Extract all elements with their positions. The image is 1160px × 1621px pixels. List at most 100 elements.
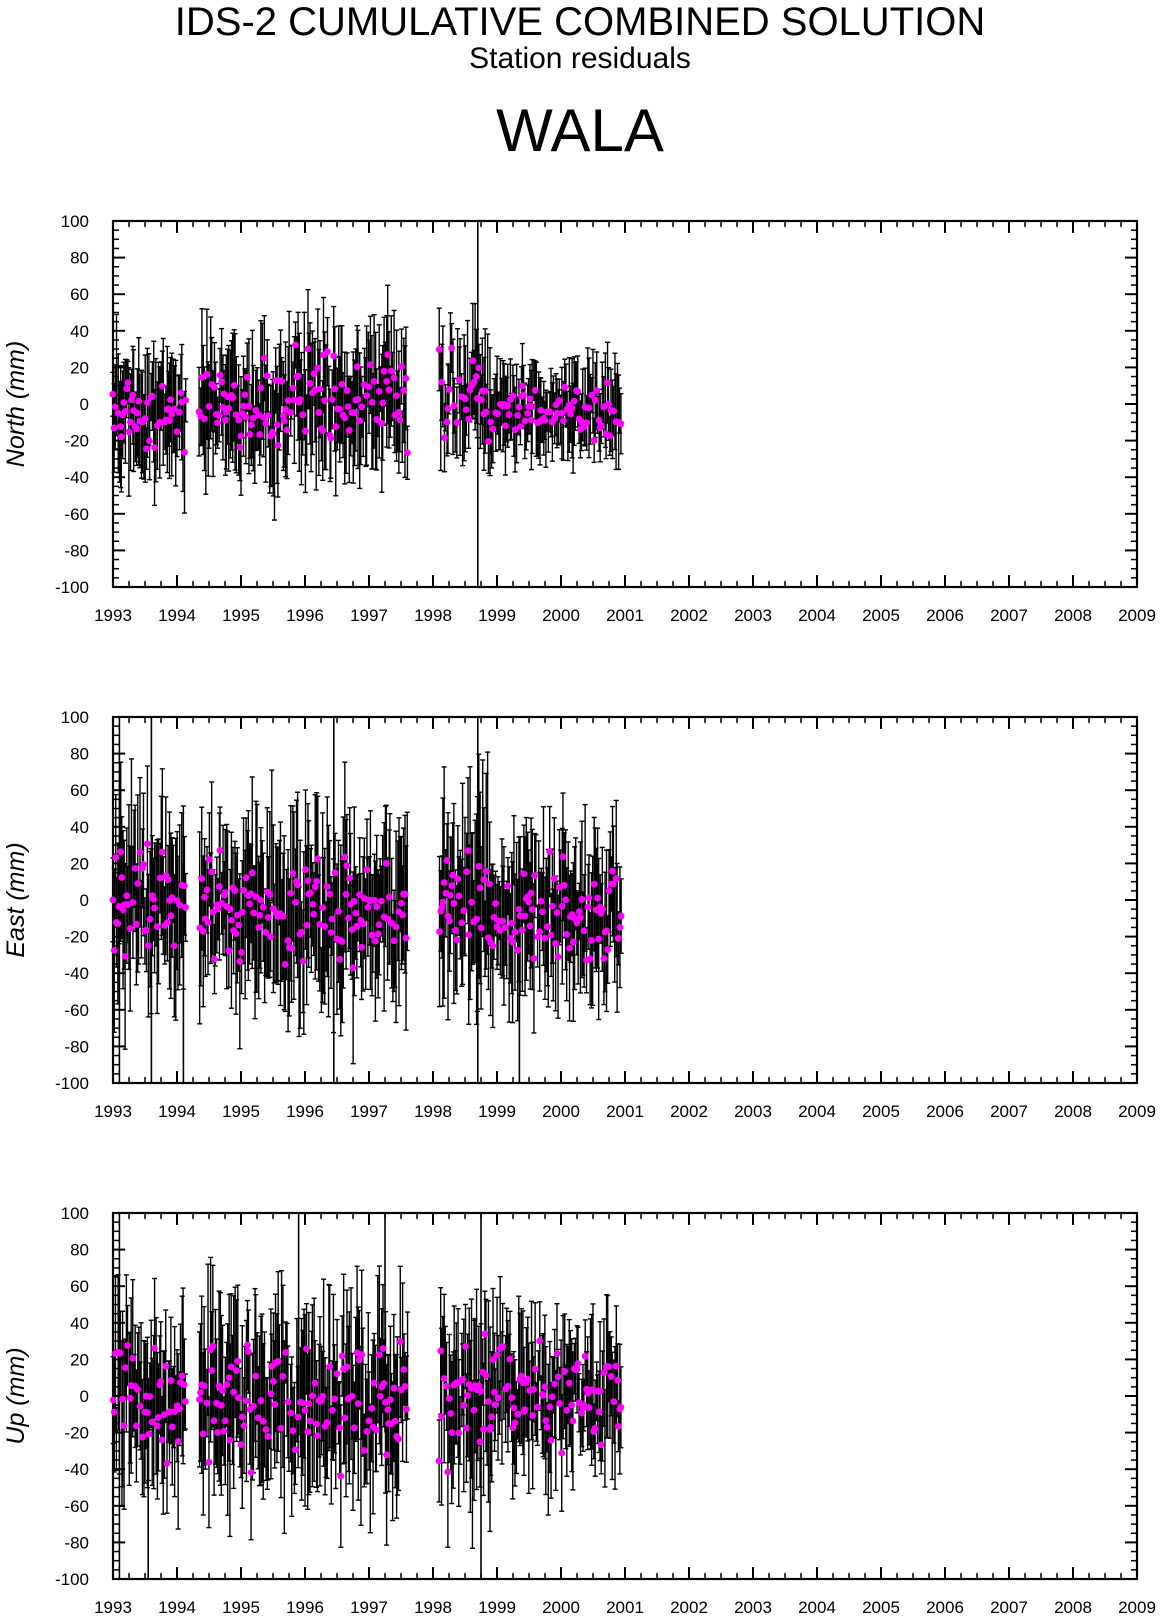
data-point bbox=[348, 926, 356, 934]
data-point bbox=[541, 934, 549, 942]
data-point bbox=[508, 919, 516, 927]
data-point bbox=[591, 396, 599, 404]
data-point bbox=[247, 890, 255, 898]
data-point bbox=[167, 1377, 175, 1384]
data-point bbox=[548, 902, 556, 910]
data-point bbox=[506, 1355, 514, 1363]
data-point bbox=[232, 411, 240, 419]
x-tick-label: 1997 bbox=[350, 606, 388, 625]
data-point bbox=[588, 936, 595, 944]
y-tick-label: 20 bbox=[70, 854, 89, 873]
data-point bbox=[554, 1373, 562, 1381]
data-point bbox=[597, 422, 605, 429]
data-point bbox=[477, 924, 485, 932]
data-point bbox=[240, 1422, 248, 1429]
y-tick-label: -40 bbox=[64, 1460, 89, 1479]
data-point bbox=[562, 896, 569, 904]
data-point bbox=[262, 1426, 270, 1433]
data-point bbox=[296, 396, 304, 403]
data-point bbox=[391, 1417, 399, 1425]
data-point bbox=[356, 1356, 363, 1364]
data-point bbox=[378, 419, 386, 427]
data-point bbox=[491, 1388, 498, 1396]
data-point bbox=[335, 907, 342, 915]
data-point bbox=[279, 1372, 287, 1380]
data-point bbox=[198, 875, 206, 883]
data-point bbox=[232, 930, 240, 938]
data-point bbox=[368, 931, 376, 939]
data-point bbox=[359, 920, 367, 928]
data-point bbox=[200, 1382, 208, 1390]
data-point bbox=[396, 1338, 404, 1346]
data-point bbox=[459, 1375, 467, 1383]
data-point bbox=[284, 937, 292, 945]
data-point bbox=[341, 1414, 349, 1422]
data-point bbox=[590, 436, 598, 444]
x-tick-label: 2005 bbox=[862, 1102, 900, 1121]
data-point bbox=[173, 428, 181, 436]
data-point bbox=[315, 409, 323, 416]
data-point bbox=[158, 848, 166, 856]
data-point bbox=[594, 894, 601, 902]
data-point bbox=[328, 915, 336, 923]
data-point bbox=[181, 882, 188, 890]
data-point bbox=[201, 893, 208, 901]
data-point bbox=[144, 840, 151, 848]
data-point bbox=[605, 887, 613, 895]
data-point bbox=[155, 1414, 162, 1421]
data-point bbox=[168, 411, 176, 418]
data-point bbox=[544, 923, 551, 931]
data-point bbox=[284, 397, 292, 404]
data-point bbox=[206, 856, 213, 863]
data-point bbox=[343, 1363, 351, 1371]
data-point bbox=[117, 848, 125, 856]
data-point bbox=[435, 346, 443, 353]
data-point bbox=[453, 936, 461, 944]
data-point bbox=[509, 938, 516, 946]
data-point bbox=[311, 1379, 319, 1387]
data-point bbox=[301, 1406, 309, 1414]
data-point bbox=[174, 1438, 182, 1445]
data-point bbox=[473, 915, 481, 923]
data-point bbox=[337, 1472, 345, 1480]
data-point bbox=[222, 416, 229, 424]
x-tick-label: 2001 bbox=[606, 606, 644, 625]
data-point bbox=[351, 409, 359, 417]
data-point bbox=[595, 1408, 603, 1416]
data-point bbox=[358, 943, 365, 951]
data-point bbox=[396, 416, 404, 424]
data-point bbox=[558, 409, 566, 417]
data-point bbox=[462, 406, 470, 414]
data-point bbox=[342, 890, 350, 898]
data-point bbox=[260, 354, 268, 362]
data-point bbox=[221, 1417, 229, 1425]
data-point bbox=[303, 1345, 310, 1353]
data-point bbox=[139, 1433, 146, 1441]
data-point bbox=[385, 386, 393, 394]
data-point bbox=[393, 392, 400, 400]
data-point bbox=[489, 1356, 497, 1364]
data-point bbox=[151, 904, 158, 912]
data-point bbox=[390, 374, 398, 382]
data-point bbox=[214, 1429, 222, 1436]
data-point bbox=[585, 404, 593, 412]
x-tick-label: 2006 bbox=[926, 606, 964, 625]
data-point bbox=[380, 367, 388, 375]
x-tick-label: 2007 bbox=[990, 1598, 1028, 1617]
data-point bbox=[372, 1426, 380, 1434]
data-point bbox=[375, 388, 383, 395]
data-point bbox=[518, 926, 526, 934]
data-point bbox=[201, 415, 208, 423]
y-tick-label: -20 bbox=[64, 1424, 89, 1443]
data-point bbox=[198, 373, 206, 381]
data-point bbox=[256, 431, 264, 438]
data-point bbox=[448, 344, 455, 352]
data-point bbox=[514, 946, 522, 954]
data-point bbox=[323, 1419, 331, 1426]
data-point bbox=[238, 949, 245, 956]
data-point bbox=[267, 1390, 275, 1398]
data-point bbox=[122, 407, 129, 415]
data-point bbox=[341, 853, 349, 861]
x-tick-label: 2003 bbox=[734, 1102, 772, 1121]
data-point bbox=[464, 847, 472, 855]
